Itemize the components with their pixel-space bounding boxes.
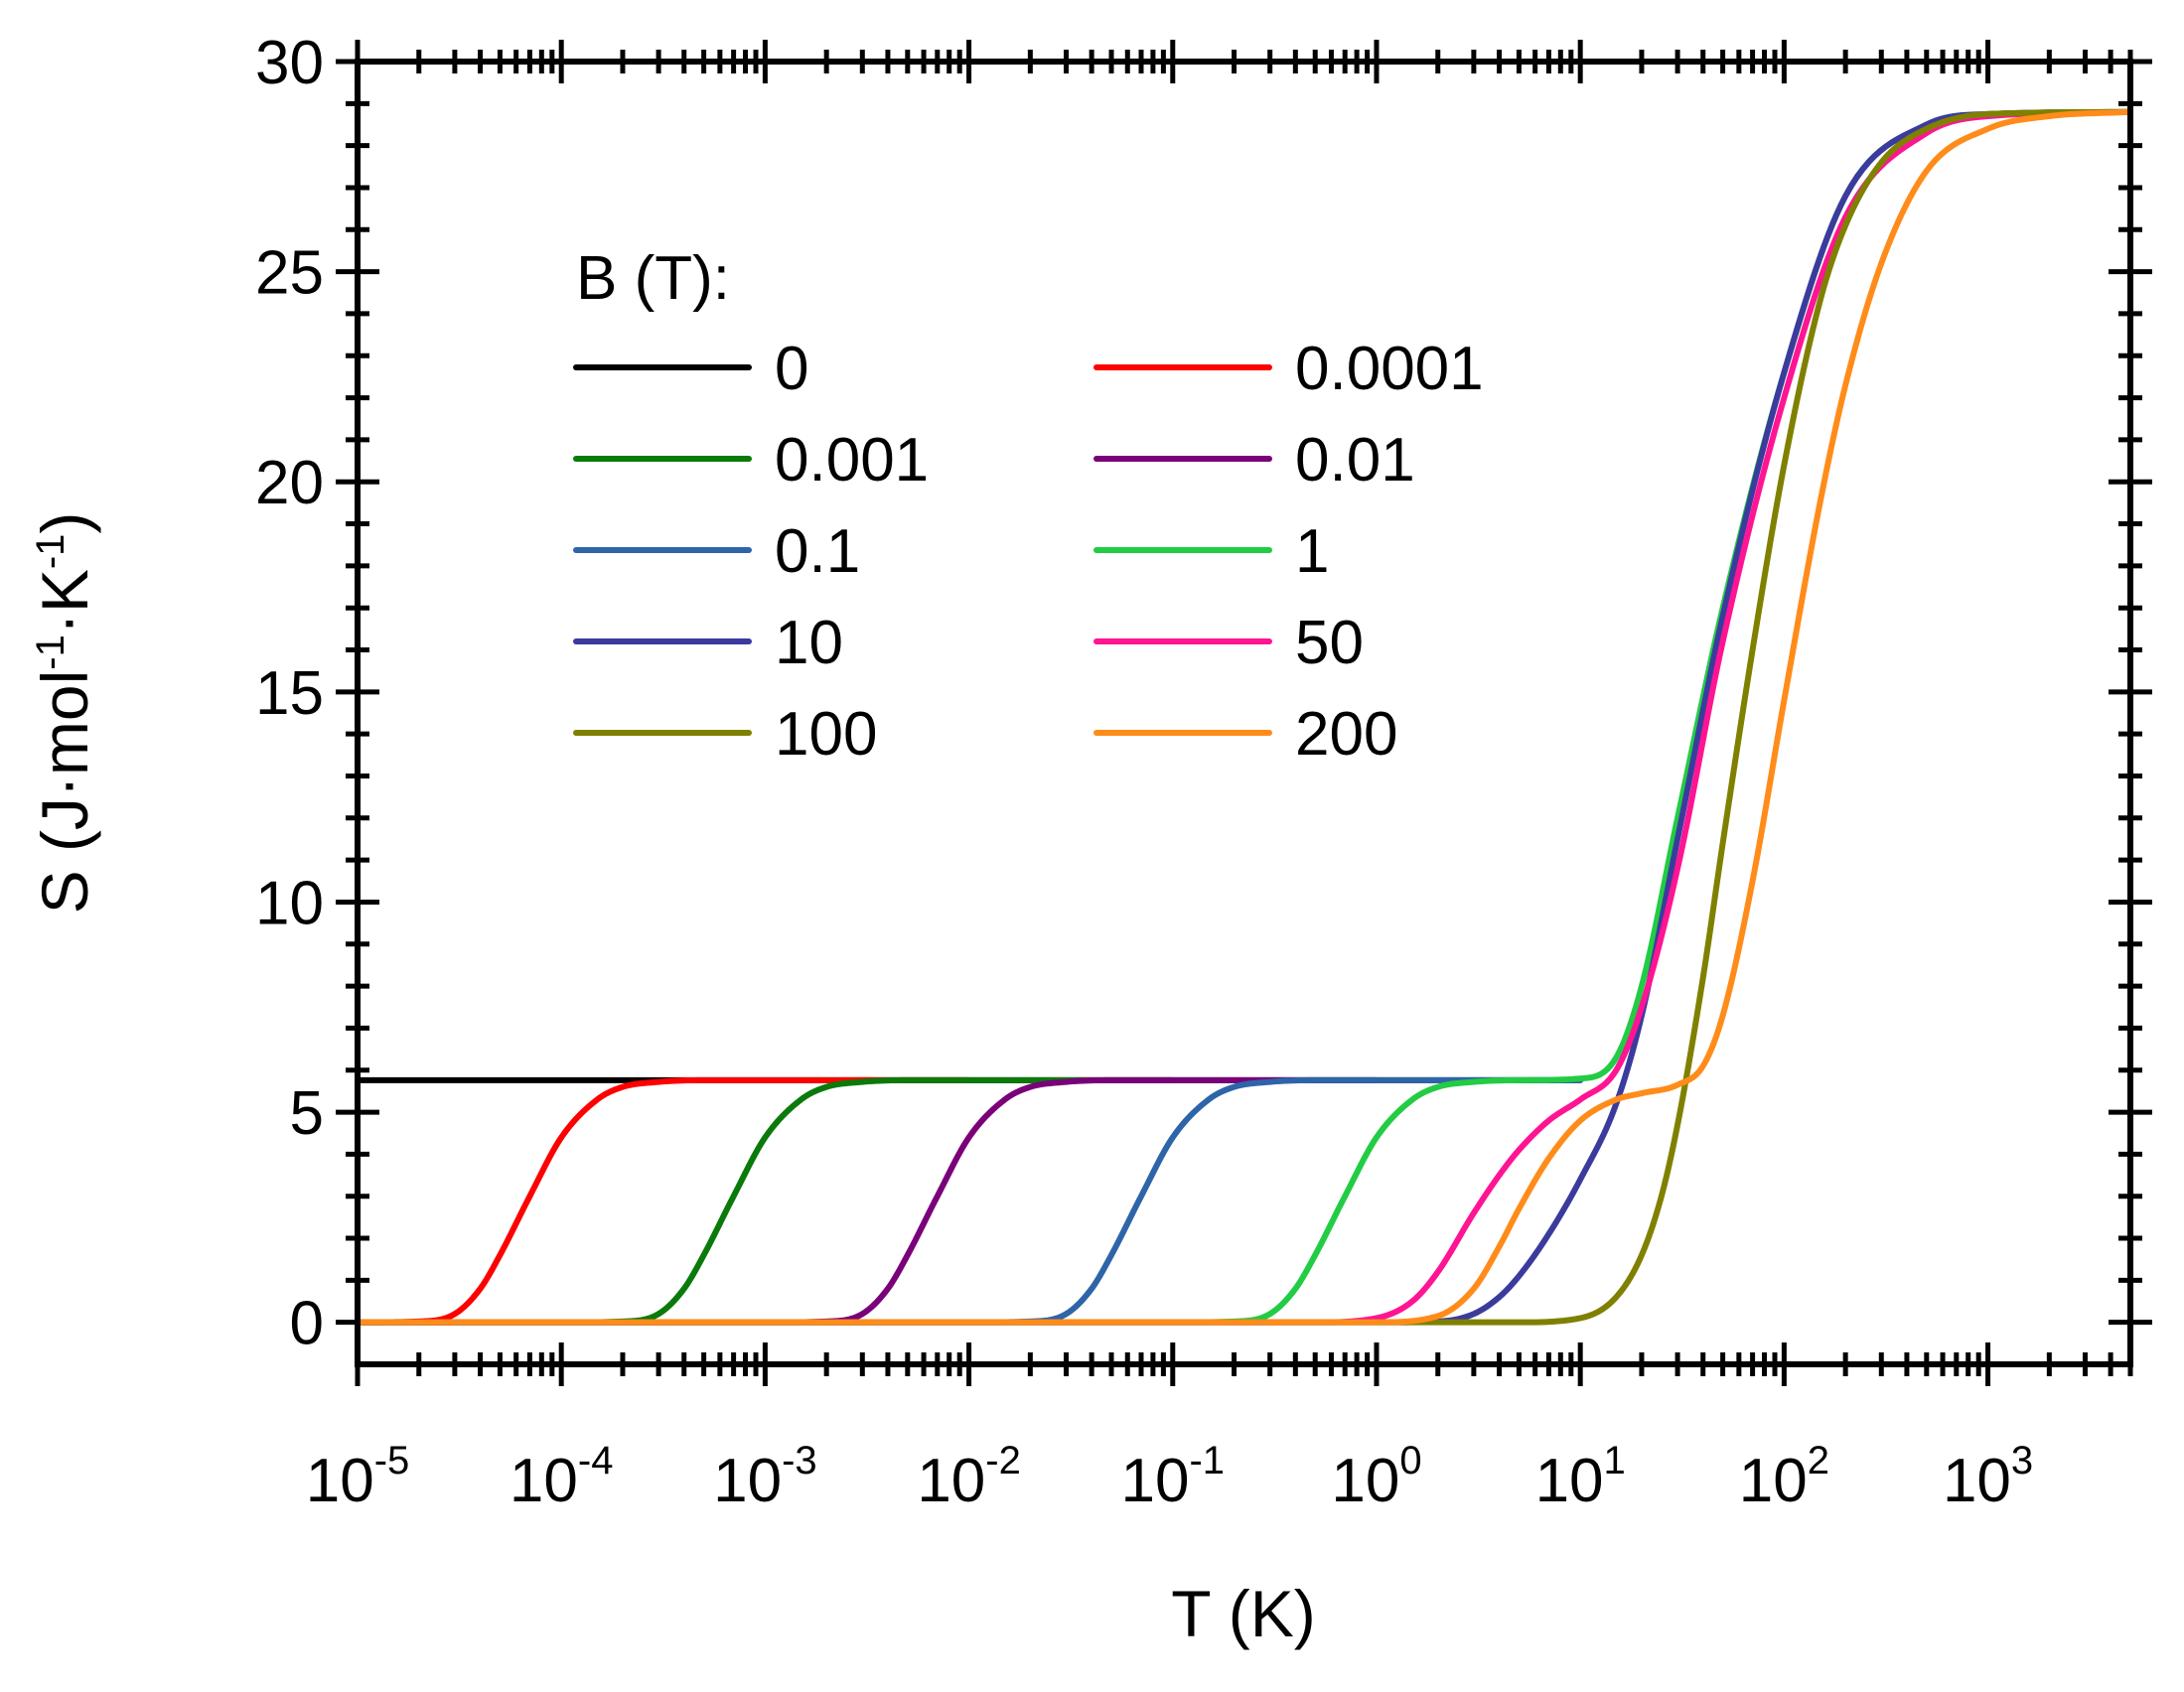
- x-tick-exponent: 0: [1399, 1439, 1421, 1482]
- x-tick-base: 10: [1331, 1447, 1399, 1515]
- y-tick-label: 15: [255, 659, 324, 728]
- y-tick-label: 30: [255, 29, 324, 97]
- x-tick-label: 10-5: [306, 1439, 410, 1515]
- legend-label: 0.01: [1295, 426, 1415, 494]
- legend-label: 0.0001: [1295, 335, 1484, 403]
- y-axis-title-part: S (J·mol: [28, 670, 101, 915]
- x-tick-label: 102: [1739, 1439, 1829, 1515]
- plot-frame: [355, 59, 2133, 1367]
- x-tick-exponent: 1: [1604, 1439, 1626, 1482]
- series-line-50: [355, 108, 2133, 1326]
- y-tick-label: 5: [290, 1079, 324, 1148]
- series-line-200: [355, 108, 2133, 1326]
- x-tick-label: 101: [1535, 1439, 1626, 1515]
- legend-items: 0 0.0001 0.001 0.01 0.1 1 10 50 100 200: [573, 335, 1484, 769]
- x-tick-label: 10-2: [917, 1439, 1021, 1515]
- x-tick-exponent: -1: [1189, 1439, 1225, 1482]
- x-tick-exponent: 2: [1808, 1439, 1829, 1482]
- x-tick-base: 10: [306, 1447, 374, 1515]
- y-tick-label: 20: [255, 449, 324, 517]
- y-axis-title-part: ): [28, 512, 101, 534]
- legend-label: 10: [775, 609, 843, 677]
- x-tick-label: 100: [1331, 1439, 1421, 1515]
- x-tick-label: 103: [1943, 1439, 2033, 1515]
- x-axis-title: T (K): [1171, 1577, 1315, 1650]
- y-axis-title-sup: -1: [29, 534, 73, 570]
- legend: B (T): 0 0.0001 0.001 0.01 0.1 1 10 50 100 200: [573, 244, 1484, 769]
- series-line-10: [355, 108, 2133, 1326]
- x-tick-exponent: -2: [985, 1439, 1021, 1482]
- legend-label: 0.001: [775, 426, 929, 494]
- x-tick-base: 10: [917, 1447, 985, 1515]
- series-line-0-01: [355, 1076, 1380, 1326]
- y-tick-label: 10: [255, 869, 324, 937]
- x-tick-exponent: -4: [578, 1439, 614, 1482]
- legend-label: 200: [1295, 700, 1397, 769]
- legend-label: 0.1: [775, 517, 860, 586]
- x-tick-base: 10: [1121, 1447, 1190, 1515]
- series-lines: [355, 108, 2133, 1326]
- x-tick-base: 10: [1943, 1447, 2011, 1515]
- legend-label: 100: [775, 700, 877, 769]
- x-tick-label: 10-4: [510, 1439, 614, 1515]
- x-tick-base: 10: [1535, 1447, 1604, 1515]
- x-tick-label: 10-1: [1121, 1439, 1226, 1515]
- series-line-100: [355, 108, 2133, 1326]
- axis-ticks: [336, 40, 2152, 1386]
- y-tick-label: 25: [255, 239, 324, 308]
- legend-label: 1: [1295, 517, 1329, 586]
- y-axis-title-part: ·K: [28, 569, 101, 634]
- x-tick-base: 10: [1739, 1447, 1808, 1515]
- series-line-0-0001: [355, 1076, 972, 1326]
- x-tick-exponent: -5: [374, 1439, 410, 1482]
- x-tick-exponent: 3: [2011, 1439, 2033, 1482]
- x-tick-base: 10: [510, 1447, 578, 1515]
- y-axis-title-sup: -1: [29, 634, 73, 670]
- y-tick-label: 0: [290, 1290, 324, 1358]
- legend-label: 0: [775, 335, 808, 403]
- y-axis-title: S (J·mol-1·K-1): [28, 512, 101, 915]
- legend-title: B (T):: [576, 244, 730, 313]
- x-tick-label: 10-3: [713, 1439, 817, 1515]
- legend-label: 50: [1295, 609, 1364, 677]
- x-tick-exponent: -3: [782, 1439, 817, 1482]
- x-tick-base: 10: [713, 1447, 782, 1515]
